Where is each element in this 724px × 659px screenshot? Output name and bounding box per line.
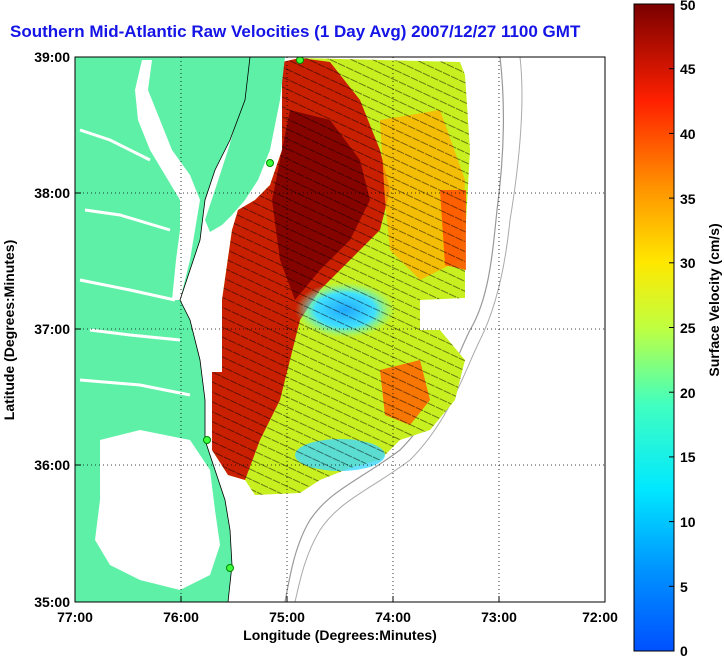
- colorbar-tick-label: 50: [680, 0, 696, 13]
- radar-station-marker: [226, 564, 234, 572]
- x-tick-label: 75:00: [269, 609, 305, 625]
- colorbar-tick-label: 20: [680, 385, 696, 401]
- x-tick-label: 76:00: [163, 609, 199, 625]
- x-axis-label: Longitude (Degrees:Minutes): [243, 627, 437, 643]
- radar-station-marker: [296, 57, 304, 64]
- x-tick-labels: 77:00 76:00 75:00 74:00 73:00 72:00: [57, 609, 618, 625]
- colorbar-label: Surface Velocity (cm/s): [706, 223, 722, 376]
- radar-station-marker: [203, 436, 211, 444]
- axis-ticks: [75, 192, 500, 602]
- pamlico-sound: [95, 430, 220, 590]
- chesapeake-bay: [135, 60, 200, 300]
- y-tick-labels: 39:00 38:00 37:00 36:00 35:00: [34, 49, 70, 610]
- x-tick-label: 72:00: [582, 609, 618, 625]
- colorbar-tick-label: 25: [680, 320, 696, 336]
- colorbar-tick-label: 30: [680, 255, 696, 271]
- colorbar-tick-label: 5: [680, 579, 688, 595]
- colorbar-tick-label: 0: [680, 643, 688, 659]
- bathymetry-contour: [294, 57, 523, 602]
- colorbar-tick-label: 10: [680, 514, 696, 530]
- y-tick-label: 36:00: [34, 457, 70, 473]
- y-axis-label: Latitude (Degrees:Minutes): [1, 240, 17, 420]
- colorbar-tick-label: 40: [680, 126, 696, 142]
- y-tick-label: 39:00: [34, 49, 70, 65]
- land-delmarva: [205, 57, 285, 232]
- radar-station-marker: [266, 159, 274, 167]
- colorbar-gradient: [633, 3, 675, 652]
- map-plot-area: [75, 57, 605, 602]
- velocity-vectors: [212, 58, 470, 495]
- colorbar-tick-label: 15: [680, 449, 696, 465]
- x-tick-label: 74:00: [375, 609, 411, 625]
- y-tick-label: 38:00: [34, 185, 70, 201]
- y-tick-label: 37:00: [34, 321, 70, 337]
- x-tick-label: 77:00: [57, 609, 93, 625]
- map-title: Southern Mid-Atlantic Raw Velocities (1 …: [10, 22, 581, 41]
- colorbar-tick-label: 35: [680, 191, 696, 207]
- x-tick-label: 73:00: [481, 609, 517, 625]
- colorbar: 50 45 40 35 30 25 20 15 10 5 0 Surface V…: [633, 0, 722, 659]
- gridlines: [75, 57, 605, 602]
- colorbar-tick-label: 45: [680, 61, 696, 77]
- y-tick-label: 35:00: [34, 594, 70, 610]
